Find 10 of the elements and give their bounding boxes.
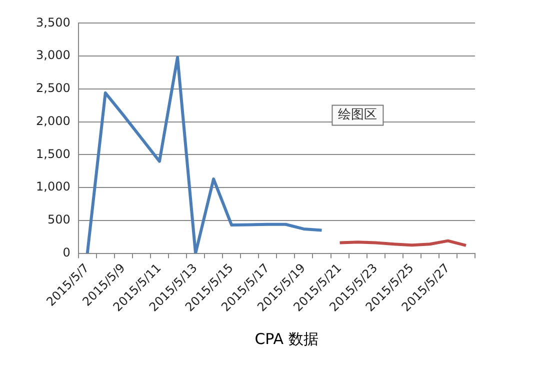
- text: CPA 数据: [254, 330, 320, 349]
- y-tick-label: 3,000: [36, 48, 70, 62]
- y-tick-label: 3,500: [36, 15, 70, 30]
- y-tick-label: 2,000: [36, 114, 70, 128]
- y-tick-label: 1,000: [36, 180, 70, 194]
- annotation: 绘图区: [338, 108, 378, 123]
- y-tick-label: 500: [47, 212, 70, 227]
- y-tick-label: 2,500: [36, 81, 70, 96]
- y-tick-label: 1,500: [36, 146, 70, 161]
- y-tick-label: 0: [62, 245, 70, 260]
